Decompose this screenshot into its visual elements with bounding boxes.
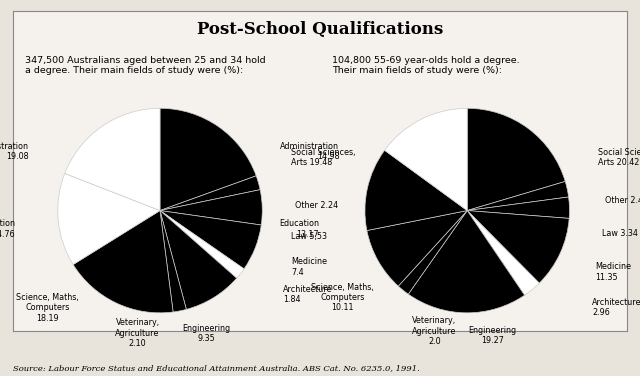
Wedge shape bbox=[58, 173, 160, 265]
Text: Social Sciences,
Arts 19.48: Social Sciences, Arts 19.48 bbox=[291, 148, 355, 167]
Wedge shape bbox=[467, 197, 570, 218]
Text: 347,500 Australians aged between 25 and 34 hold
a degree. Their main fields of s: 347,500 Australians aged between 25 and … bbox=[25, 56, 266, 76]
Text: Science, Maths,
Computers
10.11: Science, Maths, Computers 10.11 bbox=[311, 283, 374, 312]
Text: Engineering
9.35: Engineering 9.35 bbox=[182, 324, 230, 343]
Text: Architecture
1.84: Architecture 1.84 bbox=[283, 285, 332, 304]
Wedge shape bbox=[73, 211, 173, 313]
Wedge shape bbox=[385, 108, 467, 211]
Text: Law 5,53: Law 5,53 bbox=[291, 232, 327, 241]
Wedge shape bbox=[398, 211, 467, 294]
Text: Source: Labour Force Status and Educational Attainment Australia. ABS Cat. No. 6: Source: Labour Force Status and Educatio… bbox=[13, 364, 420, 372]
Wedge shape bbox=[160, 211, 237, 309]
Wedge shape bbox=[408, 211, 525, 313]
Text: Engineering
19.27: Engineering 19.27 bbox=[468, 326, 517, 345]
Text: Education
13.17: Education 13.17 bbox=[279, 219, 319, 239]
Text: Education
14.76: Education 14.76 bbox=[0, 219, 15, 239]
Wedge shape bbox=[467, 108, 565, 211]
Wedge shape bbox=[65, 108, 160, 211]
Wedge shape bbox=[160, 176, 260, 211]
Text: Architecture
2.96: Architecture 2.96 bbox=[592, 298, 640, 317]
Text: Law 3.34: Law 3.34 bbox=[602, 229, 638, 238]
Text: Social Sciences,
Arts 20.42: Social Sciences, Arts 20.42 bbox=[598, 148, 640, 167]
Text: 104,800 55-69 year-olds hold a degree.
Their main fields of study were (%):: 104,800 55-69 year-olds hold a degree. T… bbox=[332, 56, 520, 76]
Text: Other 2.48: Other 2.48 bbox=[605, 196, 640, 205]
Wedge shape bbox=[467, 211, 540, 295]
Wedge shape bbox=[467, 211, 569, 283]
Text: Medicine
11.35: Medicine 11.35 bbox=[595, 262, 631, 282]
Text: Veterinary,
Agriculture
2.0: Veterinary, Agriculture 2.0 bbox=[412, 316, 457, 346]
Wedge shape bbox=[467, 182, 568, 211]
Text: Administration
14.98: Administration 14.98 bbox=[280, 141, 339, 161]
Wedge shape bbox=[367, 211, 467, 286]
Text: Veterinary,
Agriculture
2.10: Veterinary, Agriculture 2.10 bbox=[115, 318, 160, 348]
Text: Science, Maths,
Computers
18.19: Science, Maths, Computers 18.19 bbox=[16, 293, 79, 323]
Wedge shape bbox=[160, 190, 262, 225]
Text: Other 2.24: Other 2.24 bbox=[295, 201, 338, 210]
Wedge shape bbox=[365, 150, 467, 230]
Wedge shape bbox=[160, 211, 186, 312]
Text: Administration
19.08: Administration 19.08 bbox=[0, 141, 29, 161]
Wedge shape bbox=[160, 211, 244, 278]
Text: Medicine
7.4: Medicine 7.4 bbox=[291, 257, 327, 276]
Wedge shape bbox=[160, 108, 256, 211]
Text: Post-School Qualifications: Post-School Qualifications bbox=[197, 21, 443, 38]
Wedge shape bbox=[160, 211, 261, 269]
